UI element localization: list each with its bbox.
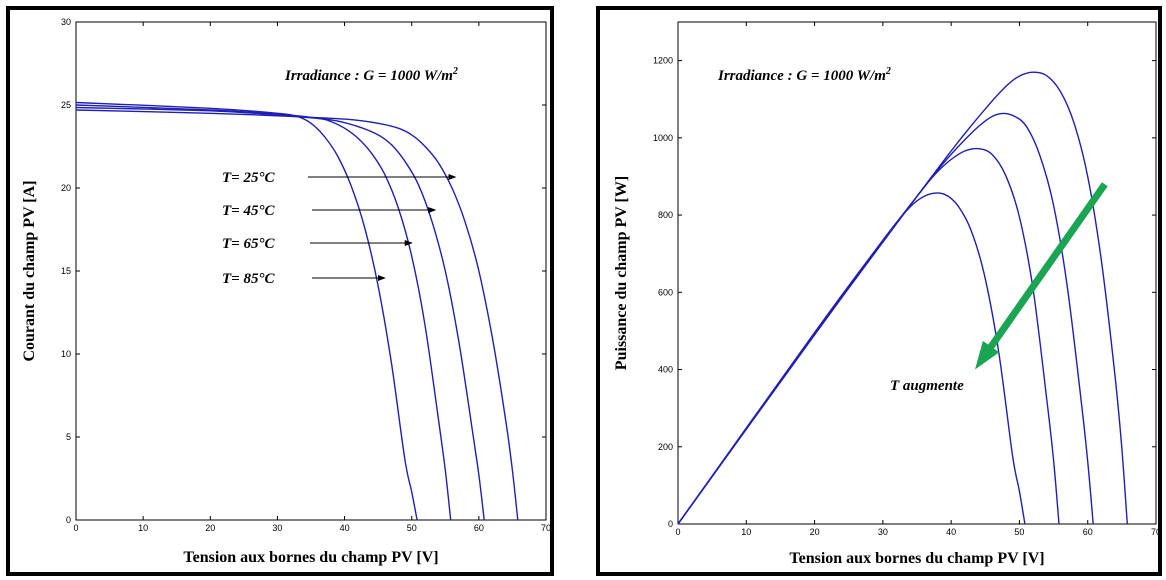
chart-right-panel: 0 10 20 30 40 50 60 70 0 200 400 600 800 1000 1200 Tens… xyxy=(596,6,1162,576)
plot-area xyxy=(677,21,1157,525)
x-tick-label: 70 xyxy=(541,523,551,533)
series-line-4 xyxy=(75,101,418,521)
y-tick-label: 400 xyxy=(658,365,673,375)
irradiance-text: Irradiance : G = 1000 W/m xyxy=(717,68,886,84)
series-line-3 xyxy=(75,104,452,521)
x-tick-label: 30 xyxy=(878,527,888,537)
y-tick-label: 15 xyxy=(61,266,71,276)
pv-chart: 0 10 20 30 40 50 60 70 0 200 400 600 800 1000 1200 Tens… xyxy=(613,21,1161,567)
y-tick-label: 10 xyxy=(61,349,71,359)
x-tick-label: 10 xyxy=(138,523,148,533)
x-tick-label: 30 xyxy=(272,523,282,533)
x-tick-label: 70 xyxy=(1151,527,1161,537)
y-tick-label: 1200 xyxy=(653,56,673,66)
x-tick-label: 40 xyxy=(946,527,956,537)
x-tick-label: 60 xyxy=(1083,527,1093,537)
irradiance-superscript: 2 xyxy=(452,66,458,77)
x-tick-label: 50 xyxy=(1014,527,1024,537)
series-line-2 xyxy=(75,106,485,521)
temperature-label: T= 25°C xyxy=(222,170,275,186)
y-tick-label: 800 xyxy=(658,210,673,220)
irradiance-annotation: Irradiance : G = 1000 W/m2 xyxy=(717,66,891,84)
irradiance-annotation: Irradiance : G = 1000 W/m2 xyxy=(284,66,458,84)
temperature-label: T= 65°C xyxy=(222,236,275,252)
x-tick-label: 20 xyxy=(810,527,820,537)
y-tick-label: 30 xyxy=(61,17,71,27)
t-augmente-label: T augmente xyxy=(890,378,964,394)
x-tick-label: 0 xyxy=(73,523,78,533)
series-line-4 xyxy=(677,192,1026,525)
x-tick-label: 40 xyxy=(340,523,350,533)
iv-chart: 0 10 20 30 40 50 60 70 0 5 10 15 20 25 30 Tension aux b… xyxy=(21,17,551,566)
y-tick-label: 600 xyxy=(658,287,673,297)
y-tick-label: 5 xyxy=(66,432,71,442)
temperature-increase-arrow xyxy=(975,182,1108,370)
x-tick-label: 20 xyxy=(205,523,215,533)
x-tick-label: 10 xyxy=(741,527,751,537)
irradiance-superscript: 2 xyxy=(885,66,891,77)
chart-left-panel: 0 10 20 30 40 50 60 70 0 5 10 15 20 25 30 Tension aux b… xyxy=(6,6,554,576)
y-tick-label: 200 xyxy=(658,442,673,452)
x-tick-label: 60 xyxy=(474,523,484,533)
irradiance-text: Irradiance : G = 1000 W/m xyxy=(284,68,453,84)
temperature-label: T= 85°C xyxy=(222,271,275,287)
y-tick-label: 25 xyxy=(61,100,71,110)
y-axis-label: Puissance du champ PV [W] xyxy=(613,176,630,370)
plot-area xyxy=(75,21,547,521)
x-axis-label: Tension aux bornes du champ PV [V] xyxy=(183,549,438,566)
temperature-label: T= 45°C xyxy=(222,203,275,219)
y-tick-label: 20 xyxy=(61,183,71,193)
y-tick-label: 0 xyxy=(66,515,71,525)
y-tick-label: 1000 xyxy=(653,133,673,143)
x-tick-label: 50 xyxy=(407,523,417,533)
x-axis-label: Tension aux bornes du champ PV [V] xyxy=(789,550,1044,567)
y-tick-label: 0 xyxy=(668,519,673,529)
y-axis-label: Courant du champ PV [A] xyxy=(21,180,38,361)
x-tick-label: 0 xyxy=(675,527,680,537)
